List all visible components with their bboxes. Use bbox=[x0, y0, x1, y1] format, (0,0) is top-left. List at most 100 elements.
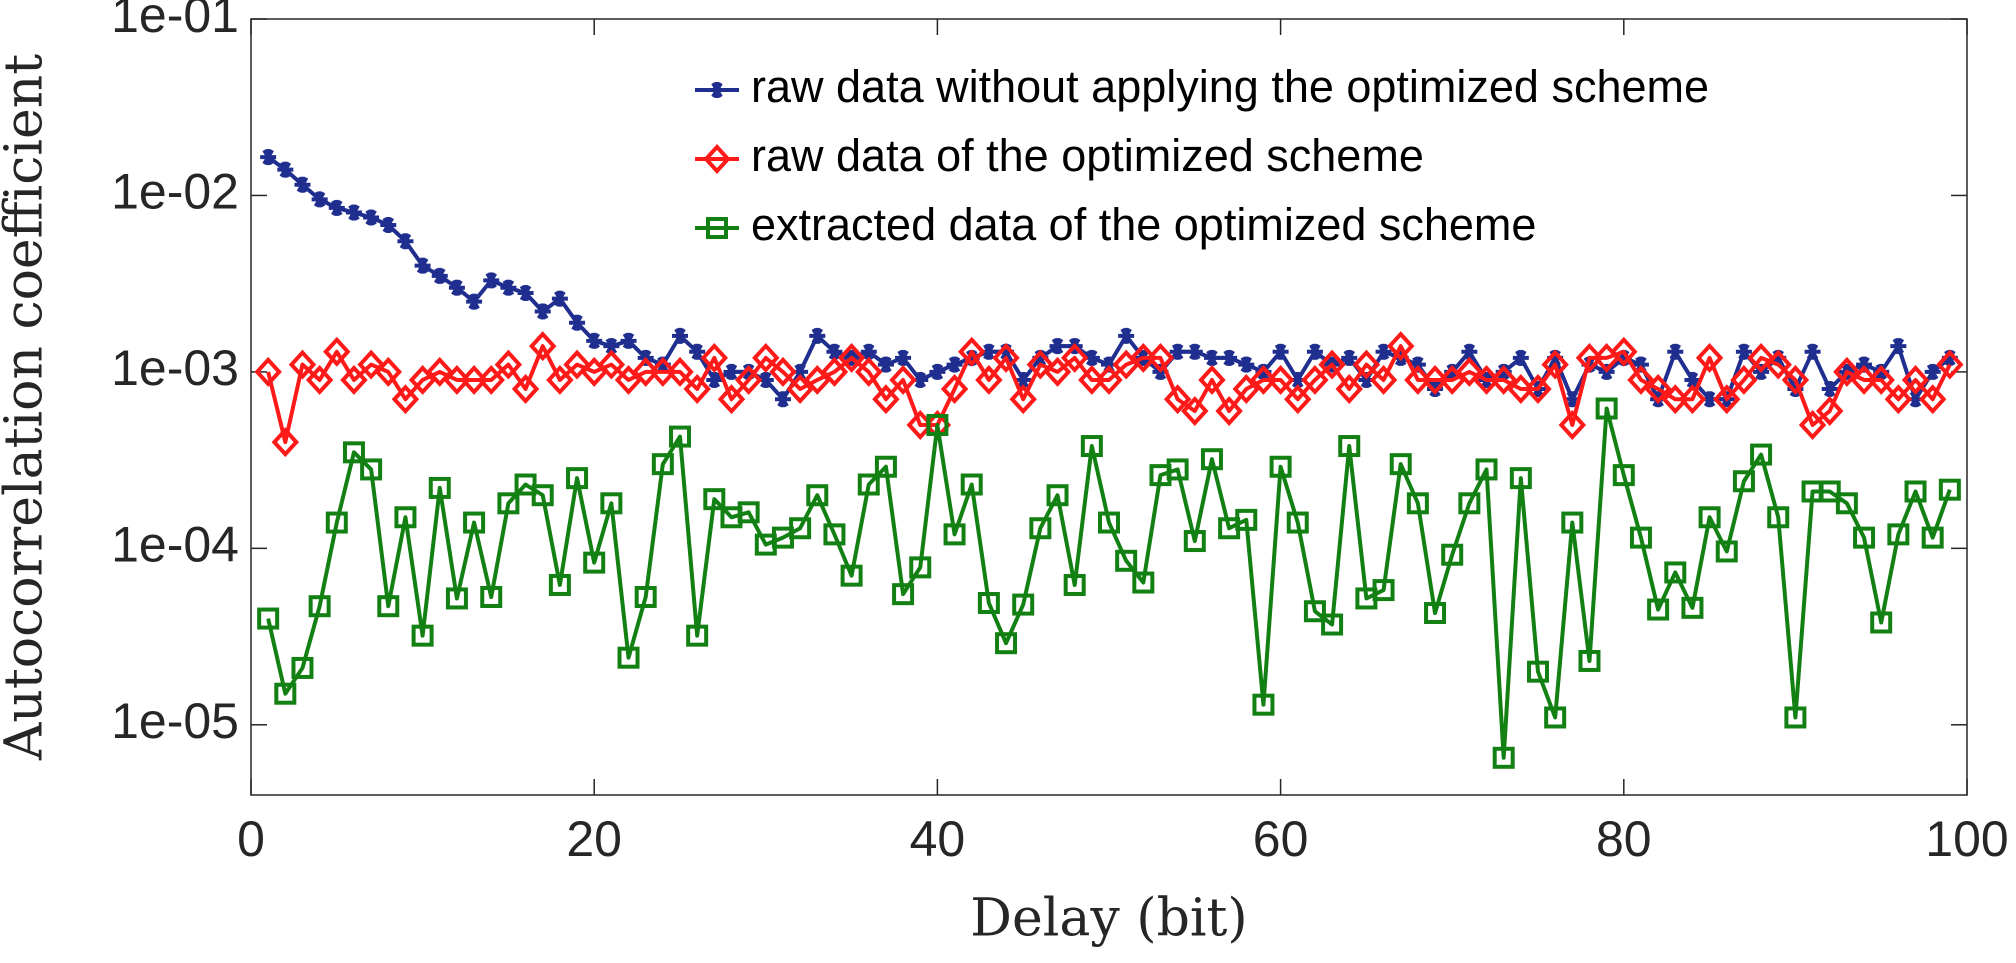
marker bbox=[1095, 365, 1123, 395]
marker bbox=[1921, 526, 1944, 549]
marker bbox=[583, 551, 606, 574]
marker bbox=[1667, 343, 1684, 360]
marker-shape bbox=[563, 349, 591, 380]
marker-shape bbox=[377, 595, 400, 618]
marker bbox=[448, 279, 465, 296]
marker bbox=[271, 427, 300, 458]
marker-shape bbox=[1284, 384, 1312, 415]
marker-shape bbox=[1029, 517, 1052, 540]
marker bbox=[1266, 365, 1295, 395]
marker-shape bbox=[548, 573, 571, 596]
marker bbox=[1118, 327, 1135, 344]
marker-shape bbox=[1730, 365, 1758, 395]
marker bbox=[1232, 374, 1260, 404]
marker-shape bbox=[1541, 349, 1569, 380]
marker-shape bbox=[1901, 365, 1930, 395]
marker bbox=[291, 656, 314, 679]
marker-shape bbox=[975, 365, 1003, 395]
marker-shape bbox=[511, 374, 540, 404]
marker bbox=[1146, 342, 1175, 373]
marker bbox=[600, 492, 623, 515]
marker bbox=[874, 455, 897, 478]
marker-shape bbox=[325, 511, 348, 534]
marker-shape bbox=[1835, 492, 1858, 515]
marker bbox=[483, 272, 500, 289]
marker-shape bbox=[651, 453, 674, 476]
marker bbox=[1544, 706, 1567, 729]
marker bbox=[497, 492, 520, 515]
marker bbox=[1389, 453, 1412, 476]
marker bbox=[1735, 343, 1752, 360]
marker bbox=[1627, 365, 1655, 395]
marker-shape bbox=[1235, 508, 1258, 531]
marker bbox=[909, 556, 932, 579]
marker bbox=[311, 191, 328, 208]
marker-shape bbox=[1938, 478, 1961, 501]
marker bbox=[529, 331, 557, 362]
marker bbox=[1203, 349, 1220, 366]
marker bbox=[345, 204, 362, 221]
marker bbox=[1286, 511, 1309, 534]
marker bbox=[305, 365, 334, 395]
marker bbox=[1235, 508, 1258, 531]
marker-shape bbox=[254, 356, 282, 387]
y-axis-label: Autocorrelation coefficient bbox=[0, 54, 55, 761]
marker-shape bbox=[1369, 365, 1398, 395]
marker bbox=[1080, 435, 1103, 458]
marker-shape bbox=[1610, 336, 1638, 367]
marker-shape bbox=[700, 342, 729, 373]
marker-shape bbox=[583, 551, 606, 574]
marker bbox=[926, 414, 949, 437]
marker bbox=[254, 356, 282, 387]
marker bbox=[1610, 336, 1638, 367]
marker bbox=[929, 363, 946, 380]
marker-shape bbox=[497, 492, 520, 515]
marker bbox=[328, 199, 345, 216]
marker bbox=[1541, 349, 1569, 380]
marker-shape bbox=[666, 356, 694, 387]
marker-shape bbox=[1286, 511, 1309, 534]
marker-shape bbox=[1698, 506, 1721, 529]
marker bbox=[1512, 349, 1529, 366]
marker bbox=[958, 336, 986, 367]
marker bbox=[1647, 598, 1670, 621]
marker bbox=[703, 488, 726, 511]
marker bbox=[809, 327, 826, 344]
marker-shape bbox=[428, 476, 451, 499]
marker bbox=[1904, 480, 1927, 503]
y-tick-label: 1e-05 bbox=[111, 693, 239, 749]
marker-shape bbox=[1338, 435, 1361, 458]
marker-shape bbox=[342, 441, 365, 464]
marker-shape bbox=[600, 492, 623, 515]
marker-shape bbox=[445, 587, 468, 610]
marker bbox=[463, 511, 486, 534]
marker bbox=[700, 342, 729, 373]
marker bbox=[1441, 543, 1464, 566]
marker bbox=[940, 374, 969, 404]
marker-shape bbox=[1098, 511, 1120, 534]
marker bbox=[840, 564, 863, 587]
marker-shape bbox=[529, 331, 557, 362]
marker bbox=[1938, 478, 1961, 501]
marker bbox=[686, 624, 709, 647]
marker bbox=[703, 144, 731, 174]
marker-shape bbox=[1732, 470, 1755, 493]
x-tick-label: 20 bbox=[566, 811, 622, 867]
x-axis-label: Delay (bit) bbox=[970, 889, 1247, 949]
marker bbox=[1818, 480, 1841, 503]
marker bbox=[620, 332, 637, 349]
marker-shape bbox=[1695, 342, 1724, 373]
marker bbox=[683, 374, 711, 404]
y-tick-label: 1e-04 bbox=[111, 517, 239, 573]
marker-shape bbox=[360, 458, 383, 481]
marker-shape bbox=[1095, 365, 1123, 395]
marker bbox=[855, 356, 883, 387]
marker bbox=[1335, 374, 1363, 404]
marker-shape bbox=[1918, 384, 1947, 415]
marker-shape bbox=[617, 646, 640, 669]
marker bbox=[1132, 571, 1155, 594]
marker-shape bbox=[597, 349, 626, 380]
marker-shape bbox=[394, 506, 417, 529]
x-tick-label: 100 bbox=[1925, 811, 2008, 867]
marker bbox=[277, 161, 294, 178]
